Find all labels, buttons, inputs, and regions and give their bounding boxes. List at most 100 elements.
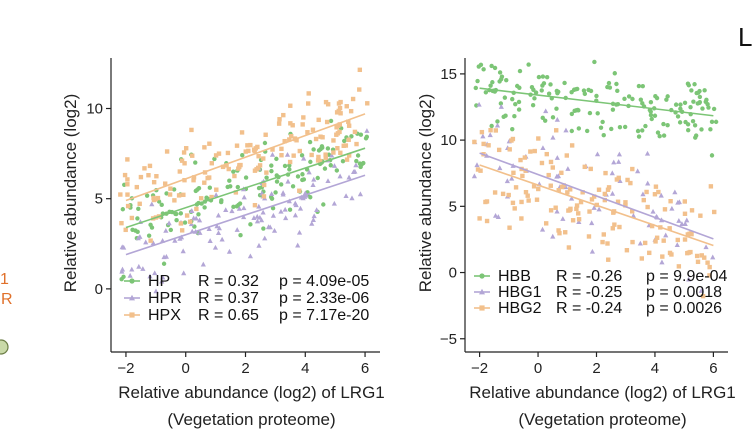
data-point xyxy=(609,126,614,132)
data-point xyxy=(288,103,293,108)
y-axis-label: Relative abundance (log2) xyxy=(416,94,435,292)
data-point xyxy=(220,164,226,170)
legend-series-name: HPX xyxy=(148,307,181,324)
data-point xyxy=(134,184,140,190)
data-point xyxy=(236,205,242,211)
x-tick-label: −2 xyxy=(471,360,488,377)
data-point xyxy=(338,111,343,116)
data-point xyxy=(517,85,522,90)
data-point xyxy=(198,196,204,201)
data-point xyxy=(189,127,194,133)
data-point xyxy=(130,227,135,232)
y-tick-label: −5 xyxy=(440,331,457,348)
data-point xyxy=(287,159,293,165)
data-point xyxy=(177,169,183,174)
data-point xyxy=(270,212,276,218)
data-point xyxy=(539,160,545,166)
data-point xyxy=(328,118,334,124)
data-point xyxy=(292,200,298,206)
data-point xyxy=(159,278,165,284)
data-point xyxy=(296,229,303,235)
data-point xyxy=(127,272,133,278)
data-point xyxy=(159,202,164,208)
data-point xyxy=(119,268,125,274)
data-point xyxy=(311,176,317,182)
data-point xyxy=(118,192,123,197)
data-point xyxy=(361,160,366,166)
data-point xyxy=(494,122,501,128)
data-point xyxy=(179,228,185,233)
data-point xyxy=(709,119,715,125)
data-point xyxy=(135,229,140,235)
data-point xyxy=(181,192,186,198)
data-point xyxy=(712,209,717,215)
data-point xyxy=(299,153,305,158)
data-point xyxy=(601,132,606,138)
data-point xyxy=(129,215,135,221)
data-point xyxy=(301,177,307,182)
data-point xyxy=(511,170,516,176)
data-point xyxy=(606,257,611,262)
data-point xyxy=(481,141,486,147)
data-point xyxy=(226,166,231,172)
legend-r-value: R = 0.37 xyxy=(198,290,259,307)
data-point xyxy=(315,175,320,181)
data-point xyxy=(606,80,612,86)
data-point xyxy=(236,166,241,171)
data-point xyxy=(661,133,667,138)
data-point xyxy=(649,116,654,122)
data-point xyxy=(264,170,269,175)
data-point xyxy=(554,128,559,133)
data-point xyxy=(636,134,642,139)
data-point xyxy=(324,119,330,125)
data-point xyxy=(119,220,124,226)
legend-p-value: p = 4.09e-05 xyxy=(279,273,369,290)
data-point xyxy=(346,137,351,142)
data-point xyxy=(181,150,187,155)
data-point xyxy=(568,206,573,212)
data-point xyxy=(504,178,510,184)
data-point xyxy=(475,167,481,172)
data-point xyxy=(685,81,691,86)
data-point xyxy=(567,187,573,192)
y-tick-label: 10 xyxy=(440,132,457,149)
data-point xyxy=(516,99,522,105)
data-point xyxy=(241,194,247,200)
data-point xyxy=(686,127,691,133)
data-point xyxy=(522,155,528,160)
data-point xyxy=(237,162,242,168)
data-point xyxy=(349,195,355,201)
data-point xyxy=(568,195,575,201)
data-point xyxy=(287,137,292,142)
legend-marker xyxy=(479,273,485,279)
data-point xyxy=(261,194,267,199)
data-point xyxy=(668,199,673,204)
data-point xyxy=(212,156,217,162)
data-point xyxy=(623,200,628,205)
data-point xyxy=(254,218,261,224)
data-point xyxy=(331,138,336,143)
legend-entry-hp: HP R = 0.32 p = 4.09e-05 xyxy=(124,273,369,290)
data-point xyxy=(502,95,508,100)
data-point xyxy=(144,193,150,198)
data-point xyxy=(232,173,237,179)
data-point xyxy=(550,233,556,239)
data-point xyxy=(565,190,570,195)
data-point xyxy=(624,248,630,253)
data-point xyxy=(174,217,179,223)
data-point xyxy=(129,266,135,272)
data-point xyxy=(706,105,711,110)
data-point xyxy=(610,226,615,231)
data-point xyxy=(245,143,250,148)
data-point xyxy=(616,151,622,157)
data-point xyxy=(252,202,258,208)
data-point xyxy=(548,208,554,213)
data-point xyxy=(214,187,219,192)
data-point xyxy=(645,180,651,186)
data-point xyxy=(519,216,524,221)
fit-line-hpx xyxy=(125,113,366,202)
data-point xyxy=(306,101,311,106)
data-point xyxy=(358,132,364,137)
data-point xyxy=(248,142,253,148)
data-point xyxy=(213,153,219,158)
